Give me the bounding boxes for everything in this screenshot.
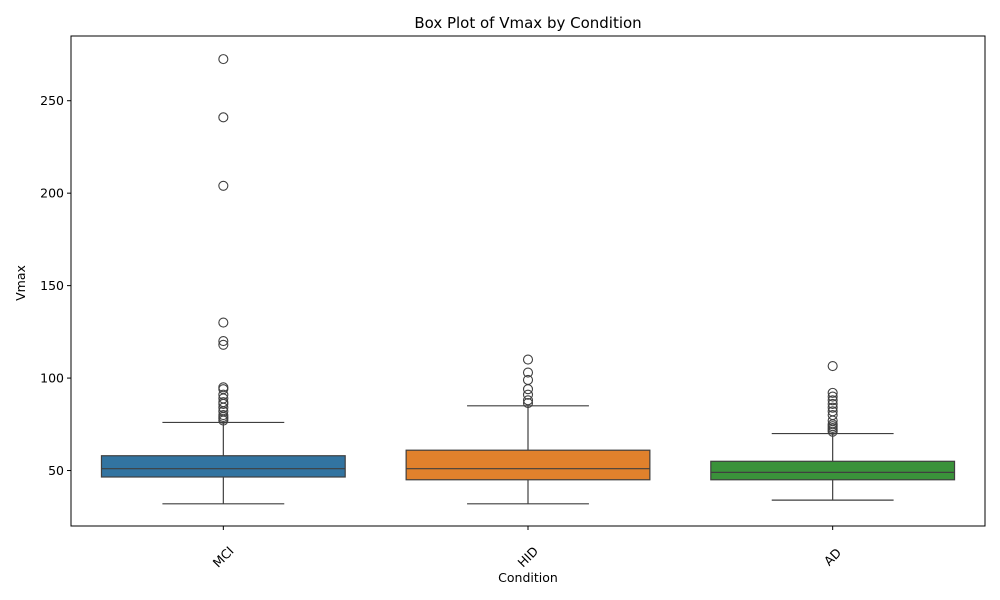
x-tick-label-mci: MCI: [210, 543, 237, 570]
outlier-point: [218, 415, 229, 426]
outlier-point: [522, 384, 534, 395]
outlier-point: [522, 367, 534, 378]
y-tick-label: 250: [40, 93, 64, 108]
plot-frame: [70, 35, 986, 527]
outlier-point: [522, 395, 534, 406]
box-hid: [405, 449, 651, 481]
outlier-point: [218, 398, 229, 410]
x-axis-label: Condition: [498, 570, 558, 585]
outlier-point: [827, 398, 838, 410]
outlier-point: [218, 317, 229, 328]
y-tick-label: 200: [40, 186, 64, 201]
outlier-point: [827, 402, 838, 413]
outlier-point: [218, 54, 229, 65]
outlier-point: [827, 391, 838, 402]
outlier-point: [827, 426, 838, 437]
outlier-point: [218, 336, 229, 347]
y-tick-label: 50: [48, 463, 64, 478]
y-axis-label: Vmax: [13, 265, 28, 301]
x-tick-label-ad: AD: [821, 545, 844, 568]
plot-area: 50 100 150 200 250 MCI HID AD: [40, 54, 956, 570]
outlier-point: [827, 361, 838, 372]
outlier-point: [522, 389, 534, 400]
outlier-point: [218, 339, 229, 350]
y-tick-label: 150: [40, 278, 64, 293]
box-ad: [710, 460, 956, 481]
outlier-point: [522, 354, 534, 365]
outlier-point: [218, 180, 229, 191]
y-tick-label: 100: [40, 371, 64, 386]
x-tick-label-hid: HID: [514, 543, 541, 570]
chart-title: Box Plot of Vmax by Condition: [414, 14, 641, 32]
outlier-point: [522, 397, 534, 409]
outlier-point: [827, 395, 838, 406]
box-mci: [100, 455, 346, 478]
outlier-point: [827, 387, 838, 398]
outlier-point: [218, 112, 229, 123]
